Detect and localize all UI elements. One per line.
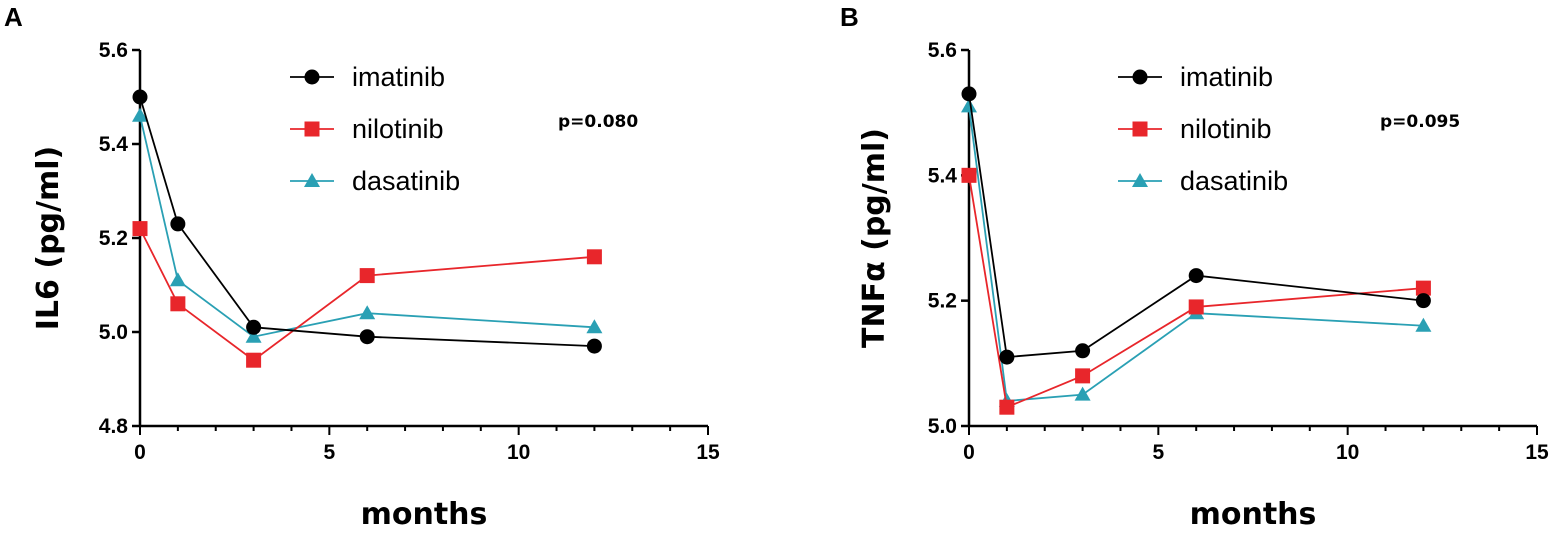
- legend: imatinib nilotinib dasatinib: [290, 62, 460, 196]
- data-point-imatinib: [1075, 343, 1091, 359]
- x-axis-title: months: [1190, 497, 1317, 532]
- x-tick-label: 5: [323, 441, 335, 464]
- data-point-imatinib: [1188, 268, 1204, 284]
- y-axis-title: TNFα (pg/ml): [857, 128, 892, 348]
- panel-letter-b: B: [840, 2, 859, 32]
- x-tick-label: 0: [963, 441, 975, 464]
- data-point-nilotinib: [359, 268, 375, 284]
- legend-marker-nilotinib: [1132, 121, 1148, 137]
- data-point-dasatinib: [359, 305, 376, 320]
- legend-item-dasatinib: dasatinib: [290, 166, 460, 196]
- legend-item-dasatinib: dasatinib: [1118, 166, 1288, 196]
- data-point-imatinib: [999, 349, 1015, 365]
- legend-item-nilotinib: nilotinib: [290, 114, 444, 144]
- y-tick-label: 5.2: [99, 227, 128, 250]
- data-point-imatinib: [170, 216, 186, 232]
- data-point-dasatinib: [169, 272, 186, 287]
- x-tick-label: 15: [1525, 441, 1549, 464]
- legend-marker-dasatinib: [304, 173, 320, 187]
- x-tick-label: 10: [507, 441, 530, 464]
- data-point-nilotinib: [1415, 280, 1431, 296]
- legend-label: imatinib: [352, 62, 445, 92]
- data-point-nilotinib: [1188, 299, 1204, 315]
- data-point-nilotinib: [1075, 368, 1091, 384]
- data-point-nilotinib: [132, 221, 148, 237]
- series-nilotinib: [961, 167, 1431, 415]
- series-line-dasatinib: [139, 115, 595, 338]
- data-point-imatinib: [586, 338, 602, 354]
- data-point-dasatinib: [132, 107, 148, 122]
- data-point-dasatinib: [961, 98, 977, 113]
- y-tick-label: 4.8: [99, 415, 129, 438]
- data-point-imatinib: [246, 319, 262, 335]
- data-point-imatinib: [359, 329, 375, 345]
- legend-marker-imatinib: [1132, 69, 1148, 85]
- legend-label: dasatinib: [352, 166, 460, 196]
- legend-marker-dasatinib: [1132, 173, 1148, 187]
- data-point-dasatinib: [245, 328, 262, 343]
- y-tick-label: 5.0: [99, 321, 128, 344]
- data-point-nilotinib: [170, 296, 186, 312]
- legend-label: imatinib: [1180, 62, 1273, 92]
- y-tick-label: 5.6: [928, 39, 957, 62]
- data-point-imatinib: [1415, 293, 1431, 309]
- data-point-dasatinib: [1415, 317, 1432, 332]
- p-value-annotation: p=0.080: [558, 112, 638, 132]
- x-tick-label: 15: [696, 441, 720, 464]
- y-tick-label: 5.4: [928, 164, 958, 187]
- y-tick-label: 5.0: [928, 415, 957, 438]
- legend: imatinib nilotinib dasatinib: [1118, 62, 1288, 196]
- data-point-imatinib: [132, 89, 148, 105]
- y-axis-title: IL6 (pg/ml): [31, 146, 66, 330]
- panel-b: B 5.0 5.2 5.4 5.6 0 5 10 15 months TNFα (pg/ml) p=0…: [840, 2, 1549, 532]
- legend-label: nilotinib: [1180, 114, 1272, 144]
- data-point-dasatinib: [1074, 386, 1091, 401]
- legend-item-imatinib: imatinib: [290, 62, 445, 92]
- legend-item-nilotinib: nilotinib: [1118, 114, 1272, 144]
- data-point-nilotinib: [246, 352, 262, 368]
- x-tick-label: 0: [134, 441, 146, 464]
- data-point-nilotinib: [961, 167, 977, 183]
- data-point-dasatinib: [586, 319, 603, 334]
- legend-marker-nilotinib: [304, 121, 320, 137]
- y-tick-label: 5.6: [99, 39, 128, 62]
- x-tick-label: 5: [1152, 441, 1164, 464]
- legend-marker-imatinib: [304, 69, 320, 85]
- y-tick-label: 5.2: [928, 290, 957, 313]
- series-line-dasatinib: [968, 106, 1424, 402]
- legend-label: dasatinib: [1180, 166, 1288, 196]
- series-line-nilotinib: [968, 175, 1424, 409]
- series-dasatinib: [961, 98, 1432, 407]
- y-tick-label: 5.4: [99, 133, 129, 156]
- x-axis-title: months: [361, 497, 488, 532]
- panel-letter-a: A: [4, 2, 23, 32]
- data-point-nilotinib: [586, 249, 602, 265]
- x-tick-label: 10: [1336, 441, 1359, 464]
- legend-item-imatinib: imatinib: [1118, 62, 1273, 92]
- data-point-imatinib: [961, 86, 977, 102]
- series-nilotinib: [132, 221, 602, 368]
- panel-a: A 4.8 5.0 5.2 5.4 5.6 0 5 10 15 months IL6 (pg/ml) p…: [4, 2, 720, 532]
- series-imatinib: [961, 86, 1431, 365]
- series-imatinib: [132, 89, 602, 354]
- legend-label: nilotinib: [352, 114, 444, 144]
- p-value-annotation: p=0.095: [1380, 112, 1460, 132]
- series-dasatinib: [132, 107, 603, 343]
- data-point-nilotinib: [999, 399, 1015, 415]
